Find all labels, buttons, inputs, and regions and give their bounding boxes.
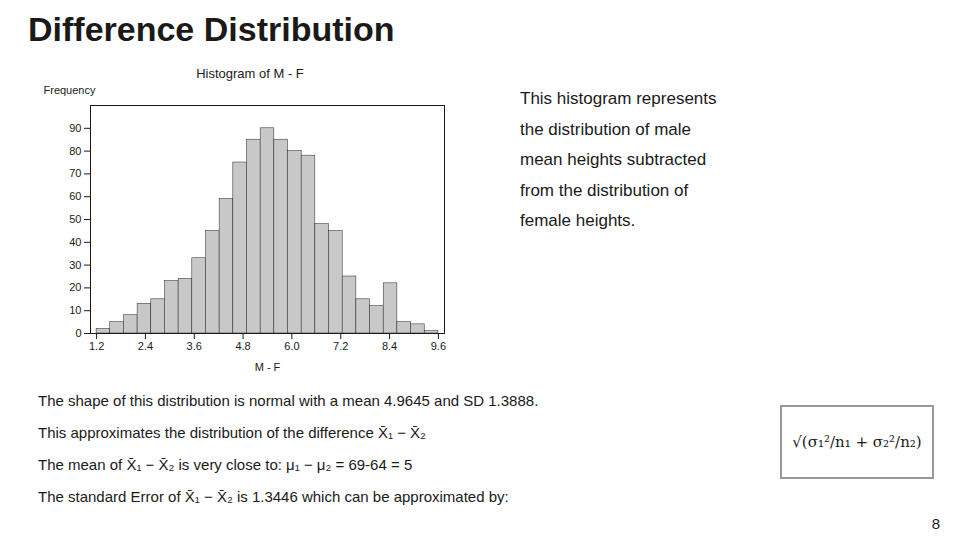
- svg-text:70: 70: [69, 167, 81, 179]
- svg-text:2.4: 2.4: [138, 340, 153, 352]
- html-text:This approximates the distribu: This approximates the distribution of th…: [38, 424, 426, 441]
- svg-text:M - F: M - F: [255, 361, 281, 373]
- html-text:The standard Error of X̄₁ − X̄: The standard Error of X̄₁ − X̄₂ is 1.344…: [38, 488, 509, 505]
- svg-text:4.8: 4.8: [235, 340, 250, 352]
- html-text:Difference Distribution: Difference Distribution: [28, 10, 395, 48]
- svg-text:90: 90: [69, 122, 81, 134]
- svg-text:60: 60: [69, 190, 81, 202]
- html-text:This histogram represents the: This histogram represents the distributi…: [520, 89, 717, 231]
- svg-text:80: 80: [69, 145, 81, 157]
- html-text:Histogram of M - F: Histogram of M - F: [196, 66, 304, 81]
- svg-text:7.2: 7.2: [333, 340, 348, 352]
- svg-text:Frequency: Frequency: [44, 84, 96, 96]
- html-text:8: 8: [931, 515, 940, 532]
- svg-text:9.6: 9.6: [431, 340, 446, 352]
- svg-text:20: 20: [69, 281, 81, 293]
- svg-text:3.6: 3.6: [187, 340, 202, 352]
- svg-text:30: 30: [69, 259, 81, 271]
- html-text:The shape of this distribution: The shape of this distribution is normal…: [38, 392, 539, 409]
- svg-text:8.4: 8.4: [382, 340, 397, 352]
- html-text:The mean of X̄₁ − X̄₂ is very: The mean of X̄₁ − X̄₂ is very close to: …: [38, 456, 413, 473]
- svg-text:50: 50: [69, 213, 81, 225]
- svg-text:10: 10: [69, 304, 81, 316]
- svg-text:0: 0: [75, 327, 81, 339]
- svg-text:1.2: 1.2: [89, 340, 104, 352]
- svg-text:6.0: 6.0: [284, 340, 299, 352]
- html-text:√(σ₁²/n₁ + σ₂²/n₂): √(σ₁²/n₁ + σ₂²/n₂): [792, 433, 922, 451]
- svg-text:40: 40: [69, 236, 81, 248]
